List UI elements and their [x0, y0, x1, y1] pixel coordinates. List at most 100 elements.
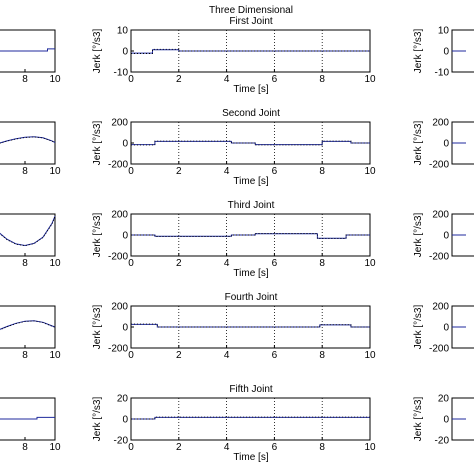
left-row2-series-solid: [0, 136, 56, 144]
center-row5-x-tick-label: 6: [272, 442, 278, 453]
right-row5-y-tick-label: 0: [443, 415, 449, 426]
center-row1-x-tick-label: 8: [319, 74, 325, 85]
left-row4-x-tick-label: 8: [22, 350, 28, 361]
right-row2-y-tick-label: 0: [443, 139, 449, 150]
left-row2-x-tick-label: 10: [49, 166, 61, 177]
center-row4-x-tick-label: 10: [364, 350, 376, 361]
left-row2-series-dotted: [0, 136, 56, 144]
left-row1-axes-frame: [0, 29, 56, 73]
center-row3-x-tick-label: 4: [224, 258, 230, 269]
center-row1-y-label: Jerk [°/s3]: [92, 29, 103, 74]
right-row5-y-tick-label: -20: [435, 436, 450, 447]
center-row1-x-tick-label: 4: [224, 74, 230, 85]
left-row4-panel: [0, 305, 56, 349]
center-row3-series-dotted: [131, 233, 370, 240]
left-row1-x-tick-label: 10: [49, 74, 61, 85]
center-row1-x-tick-label: 0: [128, 74, 134, 85]
center-row4-x-tick-label: 0: [128, 350, 134, 361]
center-row3-x-tick-label: 10: [364, 258, 376, 269]
center-row1-series-solid: [131, 49, 370, 54]
center-row3-x-tick-label: 2: [176, 258, 182, 269]
left-row3-x-tick-label: 10: [49, 258, 61, 269]
center-row1-x-tick-label: 10: [364, 74, 376, 85]
center-row2-y-tick-label: 200: [111, 118, 128, 129]
right-row2-y-tick-label: -200: [429, 160, 449, 171]
center-row5-series-dotted: [131, 416, 370, 420]
center-row2-panel: [130, 121, 371, 165]
center-row4-x-tick-label: 4: [224, 350, 230, 361]
center-row5-panel: [130, 397, 371, 441]
right-row1-y-tick-label: 0: [443, 47, 449, 58]
left-row5-panel: [0, 397, 56, 441]
center-row3-x-label: Time [s]: [233, 268, 268, 279]
right-row1-y-tick-label: 10: [438, 26, 450, 37]
center-row3-panel: [130, 213, 371, 257]
center-row4-y-tick-label: -200: [108, 344, 128, 355]
center-row1-x-label: Time [s]: [233, 84, 268, 95]
center-row5-x-tick-label: 0: [128, 442, 134, 453]
left-row5-x-tick-label: 8: [22, 442, 28, 453]
center-row1-panel: [130, 29, 371, 73]
center-row4-title: Fourth Joint: [225, 292, 278, 303]
left-row4-axes-frame: [0, 305, 56, 349]
center-row3-series-solid: [131, 233, 370, 239]
center-row2-y-tick-label: -200: [108, 160, 128, 171]
right-row5-y-tick-label: 20: [438, 394, 450, 405]
center-row3-x-tick-label: 0: [128, 258, 134, 269]
center-row5-x-tick-label: 4: [224, 442, 230, 453]
center-row2-x-tick-label: 8: [319, 166, 325, 177]
right-row4-y-tick-label: 200: [432, 302, 449, 313]
center-row3-x-tick-label: 8: [319, 258, 325, 269]
left-row5-x-tick-label: 10: [49, 442, 61, 453]
center-row4-series-solid: [131, 323, 370, 328]
center-row1-y-tick-label: 10: [117, 26, 129, 37]
right-row5-y-label: Jerk [°/s3]: [413, 397, 424, 442]
right-row2-panel: [451, 121, 474, 165]
left-row2-axes-frame: [0, 121, 56, 165]
center-row2-x-tick-label: 0: [128, 166, 134, 177]
left-row4-series-solid: [0, 320, 56, 330]
center-row5-y-tick-label: -20: [114, 436, 129, 447]
center-row5-title: Fifth Joint: [229, 384, 273, 395]
right-row1-y-label: Jerk [°/s3]: [413, 29, 424, 74]
right-row3-panel: [451, 213, 474, 257]
center-row3-y-tick-label: -200: [108, 252, 128, 263]
left-row3-axes-frame: [0, 213, 56, 257]
center-row4-y-label: Jerk [°/s3]: [92, 305, 103, 350]
right-row3-y-tick-label: -200: [429, 252, 449, 263]
center-row3-x-tick-label: 6: [272, 258, 278, 269]
right-row5-panel: [451, 397, 474, 441]
center-row4-y-tick-label: 200: [111, 302, 128, 313]
left-row2-panel: [0, 121, 56, 165]
left-row4-x-tick-label: 10: [49, 350, 61, 361]
right-row4-y-tick-label: 0: [443, 323, 449, 334]
right-row2-y-label: Jerk [°/s3]: [413, 121, 424, 166]
center-row4-x-tick-label: 6: [272, 350, 278, 361]
right-row3-y-tick-label: 0: [443, 231, 449, 242]
center-row5-series-solid: [131, 416, 370, 420]
right-row1-y-tick-label: -10: [435, 68, 450, 79]
figure-title-line-1: Three Dimensional: [209, 5, 293, 16]
left-row5-series-solid: [0, 416, 55, 420]
center-row5-x-tick-label: 10: [364, 442, 376, 453]
right-row1-panel: [451, 29, 474, 73]
center-row5-x-tick-label: 2: [176, 442, 182, 453]
left-row1-x-tick-label: 8: [22, 74, 28, 85]
left-row3-x-tick-label: 8: [22, 258, 28, 269]
center-row2-y-label: Jerk [°/s3]: [92, 121, 103, 166]
center-row2-x-tick-label: 10: [364, 166, 376, 177]
center-row3-title: Third Joint: [228, 200, 275, 211]
center-row4-x-tick-label: 8: [319, 350, 325, 361]
left-row1-panel: [0, 29, 56, 73]
center-row5-y-label: Jerk [°/s3]: [92, 397, 103, 442]
right-row3-y-label: Jerk [°/s3]: [413, 213, 424, 258]
right-row4-y-label: Jerk [°/s3]: [413, 305, 424, 350]
center-row5-x-tick-label: 8: [319, 442, 325, 453]
center-row5-y-tick-label: 0: [122, 415, 128, 426]
center-row1-x-tick-label: 2: [176, 74, 182, 85]
center-row5-y-tick-label: 20: [117, 394, 129, 405]
right-row4-panel: [451, 305, 474, 349]
center-row2-x-tick-label: 4: [224, 166, 230, 177]
center-row5-x-label: Time [s]: [233, 452, 268, 463]
